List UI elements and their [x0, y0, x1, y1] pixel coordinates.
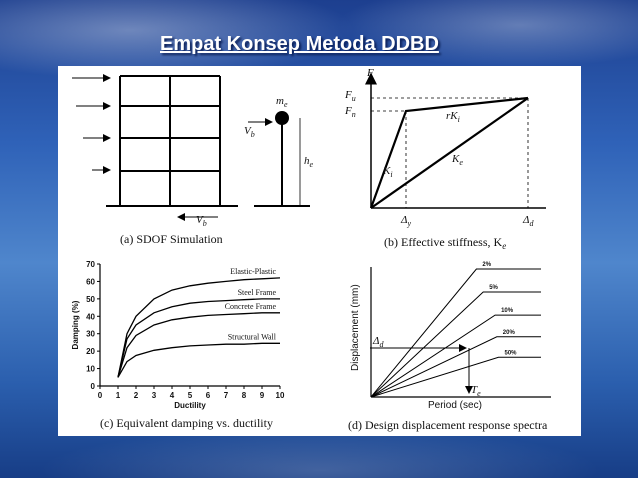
vb-label: Vb: [244, 125, 255, 139]
rk-label: rKi: [446, 110, 460, 124]
y-tick-label: 50: [86, 295, 95, 304]
fu-label: Fu: [344, 89, 356, 103]
te-label: Te: [471, 384, 481, 398]
series-line: [117, 298, 280, 378]
frame-building: [106, 75, 238, 207]
spectrum-label: 50%: [505, 350, 518, 356]
spectrum-label: 10%: [501, 308, 514, 314]
series-label: Structural Wall: [228, 332, 277, 341]
bilinear-curve: [369, 96, 529, 209]
damping-chart: 0 10 20 30 40 50 60 70 0 1 2 3 4 5 6 7 8 9 10 Ductility Damp…: [71, 260, 285, 410]
y-tick-label: 30: [86, 330, 95, 339]
spectrum-line: [370, 336, 541, 398]
me-label: me: [276, 95, 288, 109]
vb-bottom-label: Vb: [196, 214, 207, 228]
dd-label: Δd: [522, 214, 534, 228]
caption-d: (d) Design displacement response spectra: [348, 418, 548, 432]
lateral-force-arrows: [72, 74, 218, 221]
y-tick-label: 10: [86, 365, 95, 374]
spectra-chart: 2% 5% 10% 20% 50%: [370, 262, 551, 398]
series-label: Steel Frame: [238, 288, 277, 297]
sdof-model: [248, 111, 310, 207]
guide-lines: [371, 97, 529, 208]
ke-label: Ke: [451, 153, 463, 167]
x-tick-label: 9: [260, 391, 265, 400]
effective-stiffness-line: [370, 97, 529, 209]
spectrum-line: [370, 291, 541, 398]
x-tick-label: 5: [188, 391, 193, 400]
x-tick-label: 6: [206, 391, 211, 400]
spectrum-label: 5%: [489, 285, 498, 291]
slide-title: Empat Konsep Metoda DDBD: [160, 33, 439, 55]
y-tick-label: 60: [86, 277, 95, 286]
x-tick-label: 3: [152, 391, 157, 400]
y-tick-label: 20: [86, 347, 95, 356]
f-axis-label: F: [366, 67, 374, 79]
panel-d: 2% 5% 10% 20% 50% Δd Te Period (sec) Displac…: [348, 262, 551, 432]
he-label: he: [304, 155, 314, 169]
series-line: [117, 342, 280, 378]
figure-svg: Vb me Vb he (a) SDOF Simulation F Fu Fn …: [71, 67, 551, 432]
ki-label: Ki: [382, 165, 393, 179]
caption-a: (a) SDOF Simulation: [120, 232, 223, 246]
spectrum-label: 20%: [503, 330, 516, 336]
y-tick-label: 0: [91, 382, 96, 391]
spectrum-line: [370, 268, 541, 398]
x-tick-label: 7: [224, 391, 229, 400]
x-tick-label: 4: [170, 391, 175, 400]
series-label: Elastic-Plastic: [230, 267, 276, 276]
panel-c: 0 10 20 30 40 50 60 70 0 1 2 3 4 5 6 7 8 9 10 Ductility Damp…: [71, 260, 285, 430]
series-line: [117, 312, 280, 378]
mass-circle: [275, 111, 289, 125]
caption-c: (c) Equivalent damping vs. ductility: [100, 416, 273, 430]
panel-b: F Fu Fn rKi Ki Ke Δy Δd (b) Effective st…: [344, 67, 546, 251]
panel-a: Vb me Vb he (a) SDOF Simulation: [72, 74, 314, 246]
x-tick-label: 1: [116, 391, 121, 400]
spectra-y-label: Displacement (mm): [350, 284, 361, 371]
y-tick-label: 40: [86, 312, 95, 321]
x-axis-label: Ductility: [174, 401, 206, 410]
x-tick-label: 0: [98, 391, 103, 400]
spectrum-label: 2%: [482, 262, 491, 268]
y-axis-label: Damping (%): [71, 300, 80, 349]
spectrum-line: [370, 314, 541, 398]
x-tick-label: 10: [276, 391, 285, 400]
y-tick-label: 70: [86, 260, 95, 269]
caption-b: (b) Effective stiffness, Ke: [384, 235, 506, 251]
figure-panel: Vb me Vb he (a) SDOF Simulation F Fu Fn …: [58, 66, 581, 436]
x-tick-label: 8: [242, 391, 247, 400]
spectra-dd-label: Δd: [372, 335, 384, 349]
x-tick-label: 2: [134, 391, 139, 400]
fn-label: Fn: [344, 105, 356, 119]
spectra-x-label: Period (sec): [428, 400, 482, 411]
series-label: Concrete Frame: [225, 302, 277, 311]
spectrum-line: [370, 356, 541, 398]
series-line: [117, 277, 281, 378]
dy-label: Δy: [400, 214, 411, 228]
